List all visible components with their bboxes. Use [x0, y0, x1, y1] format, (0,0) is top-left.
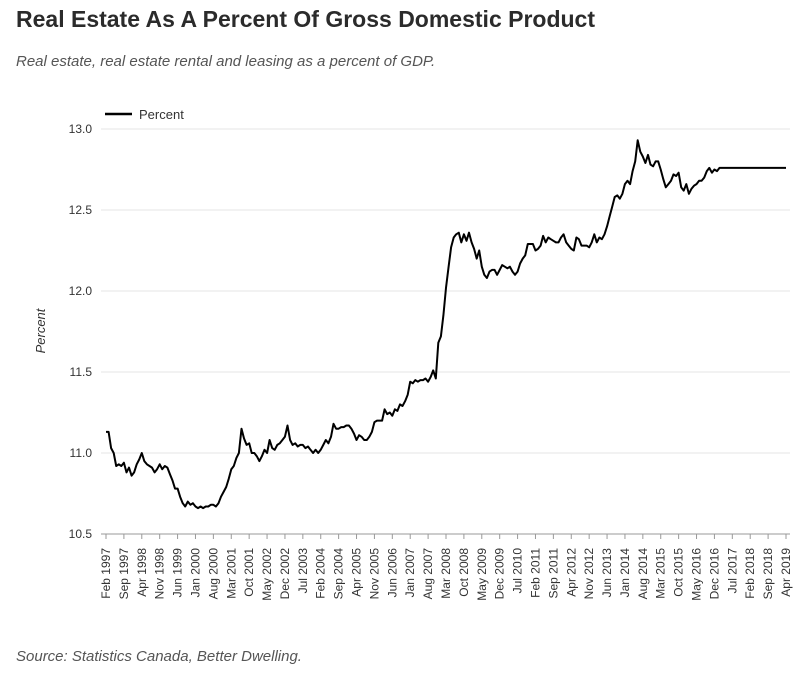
x-tick-label: Jul 2010	[511, 548, 525, 594]
chart-subtitle: Real estate, real estate rental and leas…	[16, 53, 436, 70]
x-tick-label: Aug 2000	[206, 548, 220, 600]
x-tick-label: Feb 2004	[314, 548, 328, 599]
x-tick-label: Sep 1997	[117, 548, 131, 600]
x-tick-label: Nov 2012	[582, 548, 596, 600]
y-tick-label: 13.0	[69, 122, 93, 136]
x-tick-label: Jun 2006	[385, 548, 399, 598]
x-tick-label: Dec 2016	[707, 548, 721, 600]
x-tick-label: Feb 2018	[743, 548, 757, 599]
x-tick-label: Apr 1998	[135, 548, 149, 597]
x-tick-label: Apr 2005	[350, 548, 364, 597]
x-tick-label: Sep 2004	[332, 548, 346, 600]
x-tick-label: Oct 2015	[672, 548, 686, 597]
x-tick-label: Jul 2017	[725, 548, 739, 594]
series-line-percent	[106, 139, 786, 510]
x-tick-label: Feb 1997	[99, 548, 113, 599]
x-tick-label: Mar 2015	[654, 548, 668, 599]
chart-title: Real Estate As A Percent Of Gross Domest…	[16, 6, 596, 32]
x-tick-label: Mar 2008	[439, 548, 453, 599]
y-tick-label: 11.5	[70, 365, 93, 379]
x-tick-label: Nov 1998	[153, 548, 167, 600]
y-tick-label: 12.0	[69, 284, 93, 298]
x-tick-label: Dec 2009	[493, 548, 507, 600]
x-tick-label: Apr 2012	[564, 548, 578, 597]
x-tick-label: Jun 1999	[171, 548, 185, 598]
x-tick-label: Oct 2008	[457, 548, 471, 597]
x-tick-label: Aug 2014	[636, 548, 650, 600]
x-tick-label: Jun 2013	[600, 548, 614, 598]
x-tick-label: May 2002	[260, 548, 274, 601]
source-note: Source: Statistics Canada, Better Dwelli…	[16, 648, 302, 665]
x-tick-label: Aug 2007	[421, 548, 435, 600]
x-tick-label: Oct 2001	[242, 548, 256, 597]
x-tick-labels: Feb 1997 Sep 1997 Apr 1998 Nov 1998 Jun 1999…	[99, 534, 793, 601]
x-tick-label: Sep 2011	[546, 548, 560, 599]
legend-label: Percent	[139, 107, 184, 122]
x-tick-label: May 2009	[475, 548, 489, 601]
x-tick-label: Dec 2002	[278, 548, 292, 600]
y-axis-title: Percent	[33, 307, 48, 353]
y-tick-label: 10.5	[69, 527, 93, 541]
y-tick-label: 12.5	[69, 203, 93, 217]
x-tick-label: Jan 2007	[403, 548, 417, 598]
x-tick-label: Feb 2011	[528, 548, 542, 598]
x-tick-label: Jul 2003	[296, 548, 310, 594]
x-tick-label: Sep 2018	[761, 548, 775, 600]
x-tick-label: Mar 2001	[224, 548, 238, 599]
x-tick-label: May 2016	[690, 548, 704, 601]
x-tick-label: Jan 2014	[618, 548, 632, 598]
x-tick-label: Apr 2019	[779, 548, 793, 597]
x-tick-label: Nov 2005	[367, 548, 381, 600]
y-tick-label: 11.0	[70, 446, 93, 460]
y-tick-labels: 10.5 11.0 11.5 12.0 12.5 13.0	[69, 122, 93, 541]
legend: Percent	[105, 107, 184, 122]
x-tick-label: Jan 2000	[188, 548, 202, 598]
y-gridlines	[101, 128, 790, 454]
